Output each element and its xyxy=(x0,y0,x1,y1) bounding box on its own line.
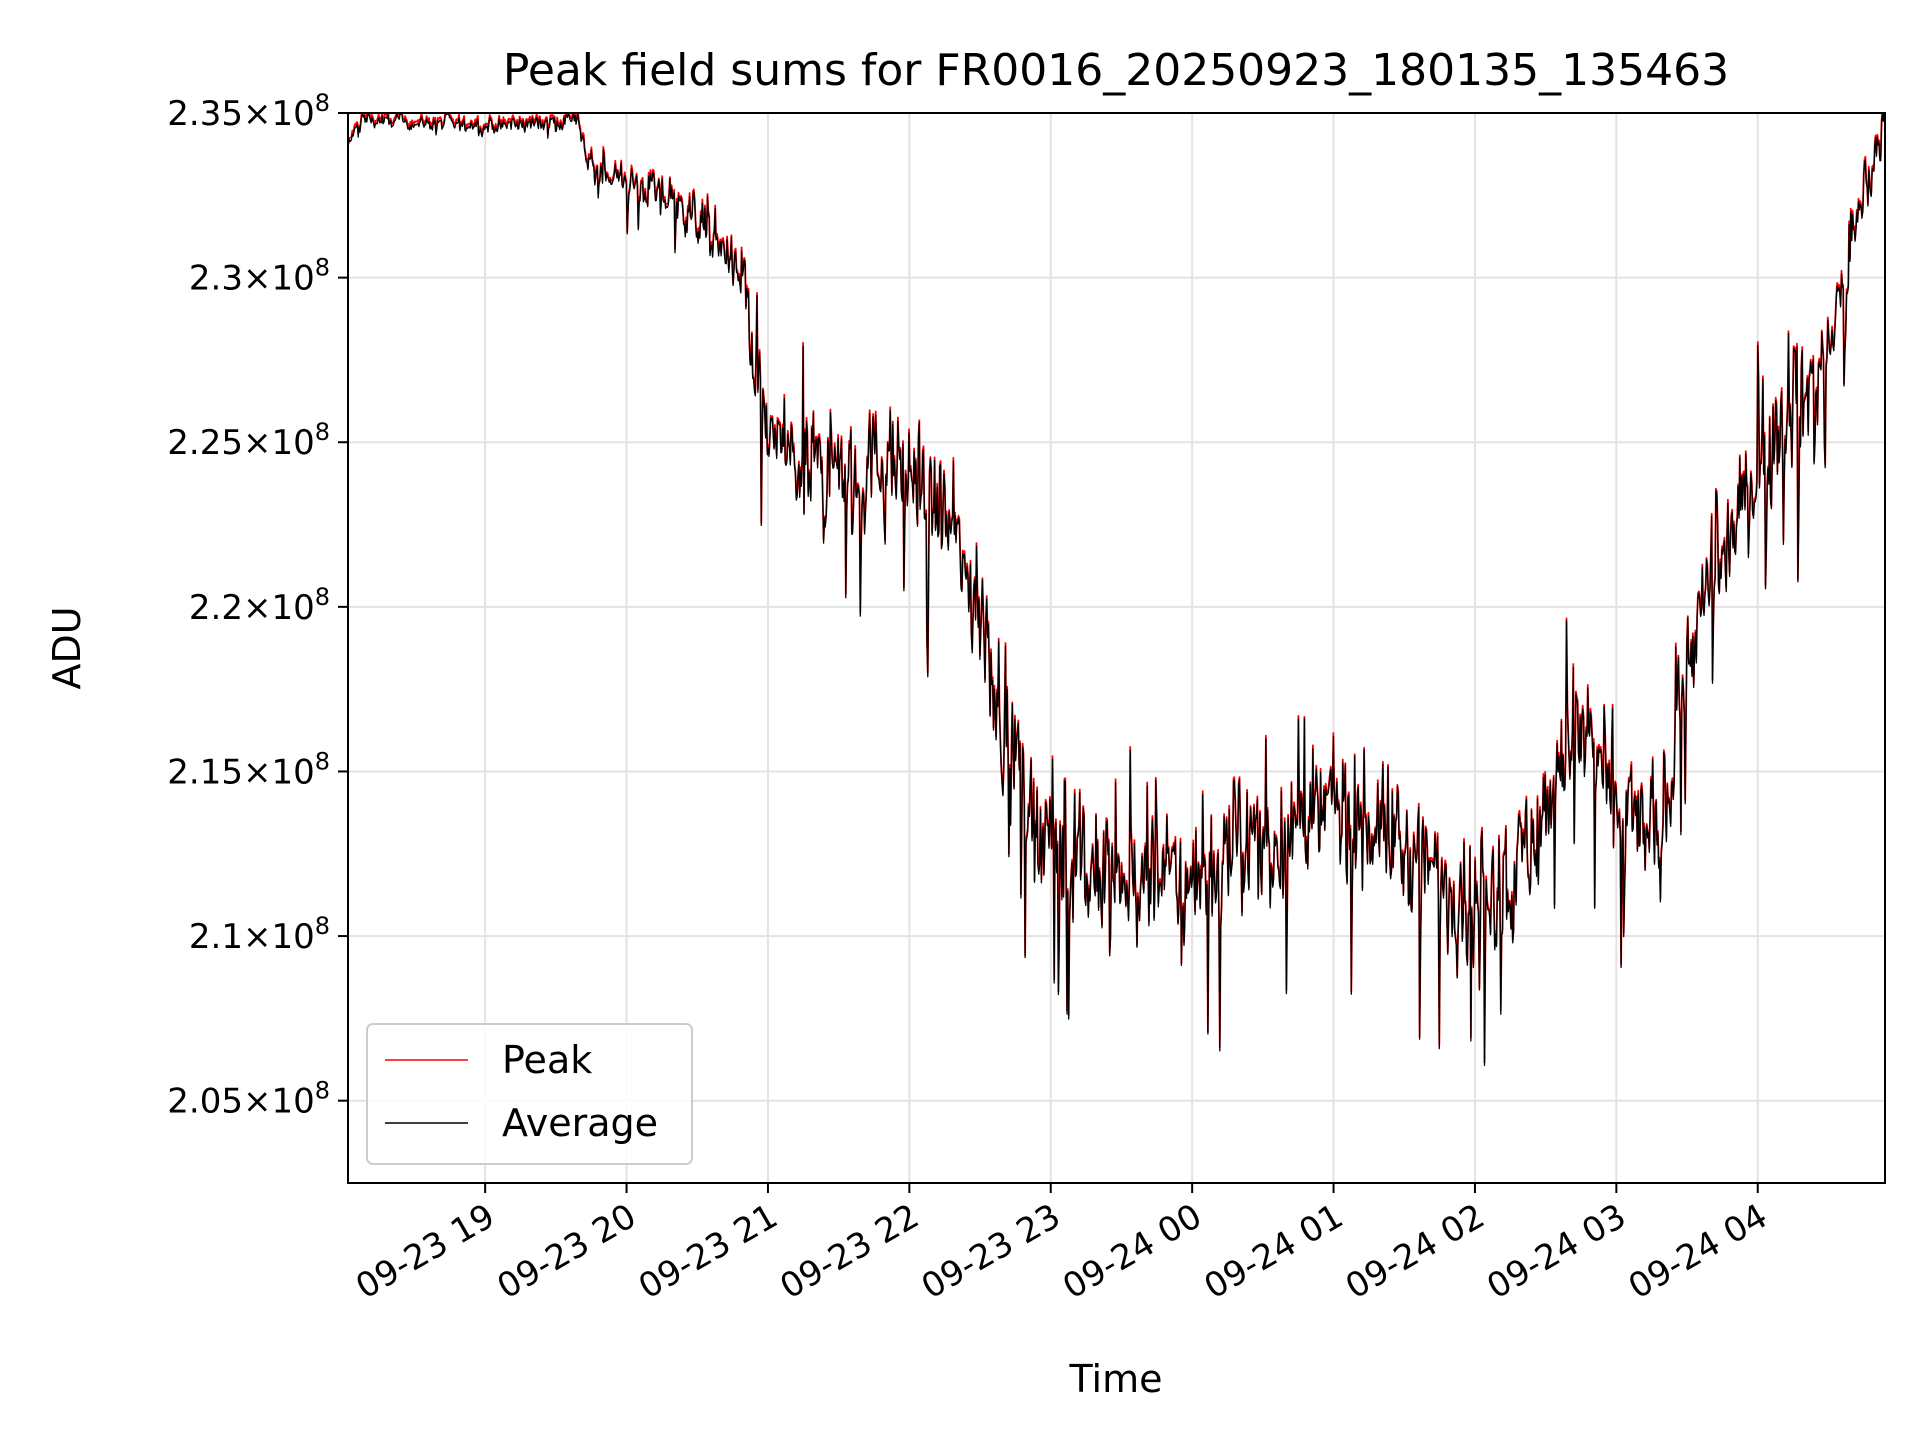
y-tick-label: 2.05×108 xyxy=(167,1077,330,1122)
y-tick-mantissa: 2.05 xyxy=(167,1082,243,1122)
y-tick-label: 2.3×108 xyxy=(189,254,330,299)
y-axis-label: ADU xyxy=(45,606,89,689)
series-layer xyxy=(348,113,1885,1067)
y-tick-exponent: 8 xyxy=(315,1077,330,1105)
y-tick-label: 2.15×108 xyxy=(167,747,330,792)
y-tick-base: 10 xyxy=(271,94,314,134)
y-tick-label: 2.2×108 xyxy=(189,583,330,628)
y-tick-times: × xyxy=(243,588,272,628)
y-tick-mantissa: 2.35 xyxy=(167,94,243,134)
x-axis-label: Time xyxy=(1069,1357,1163,1401)
y-tick-mantissa: 2.1 xyxy=(189,917,243,957)
legend-label-average: Average xyxy=(502,1101,658,1145)
y-tick-times: × xyxy=(243,1082,272,1122)
legend-label-peak: Peak xyxy=(502,1038,592,1082)
series-line-average xyxy=(348,113,1885,1067)
y-axis: 2.05×1082.1×1082.15×1082.2×1082.25×1082.… xyxy=(167,89,348,1122)
legend: Peak Average xyxy=(366,1023,693,1165)
y-tick-base: 10 xyxy=(271,917,314,957)
plot-frame xyxy=(347,112,1886,1184)
y-tick-base: 10 xyxy=(271,752,314,792)
y-tick-exponent: 8 xyxy=(315,583,330,611)
y-tick-times: × xyxy=(243,917,272,957)
y-tick-times: × xyxy=(243,94,272,134)
y-tick-base: 10 xyxy=(271,588,314,628)
y-tick-base: 10 xyxy=(271,1082,314,1122)
y-tick-exponent: 8 xyxy=(315,747,330,775)
y-tick-times: × xyxy=(243,423,272,463)
y-tick-label: 2.35×108 xyxy=(167,89,330,134)
y-tick-times: × xyxy=(243,259,272,299)
y-tick-exponent: 8 xyxy=(315,89,330,117)
y-tick-exponent: 8 xyxy=(315,418,330,446)
y-tick-mantissa: 2.3 xyxy=(189,259,243,299)
y-tick-mantissa: 2.2 xyxy=(189,588,243,628)
y-tick-exponent: 8 xyxy=(315,912,330,940)
legend-box xyxy=(366,1023,693,1165)
y-tick-mantissa: 2.15 xyxy=(167,752,243,792)
y-tick-label: 2.1×108 xyxy=(189,912,330,957)
y-tick-exponent: 8 xyxy=(315,254,330,282)
y-tick-times: × xyxy=(243,752,272,792)
y-tick-base: 10 xyxy=(271,423,314,463)
y-tick-label: 2.25×108 xyxy=(167,418,330,463)
y-tick-base: 10 xyxy=(271,259,314,299)
chart-title: Peak field sums for FR0016_20250923_1801… xyxy=(503,45,1729,96)
y-tick-mantissa: 2.25 xyxy=(167,423,243,463)
